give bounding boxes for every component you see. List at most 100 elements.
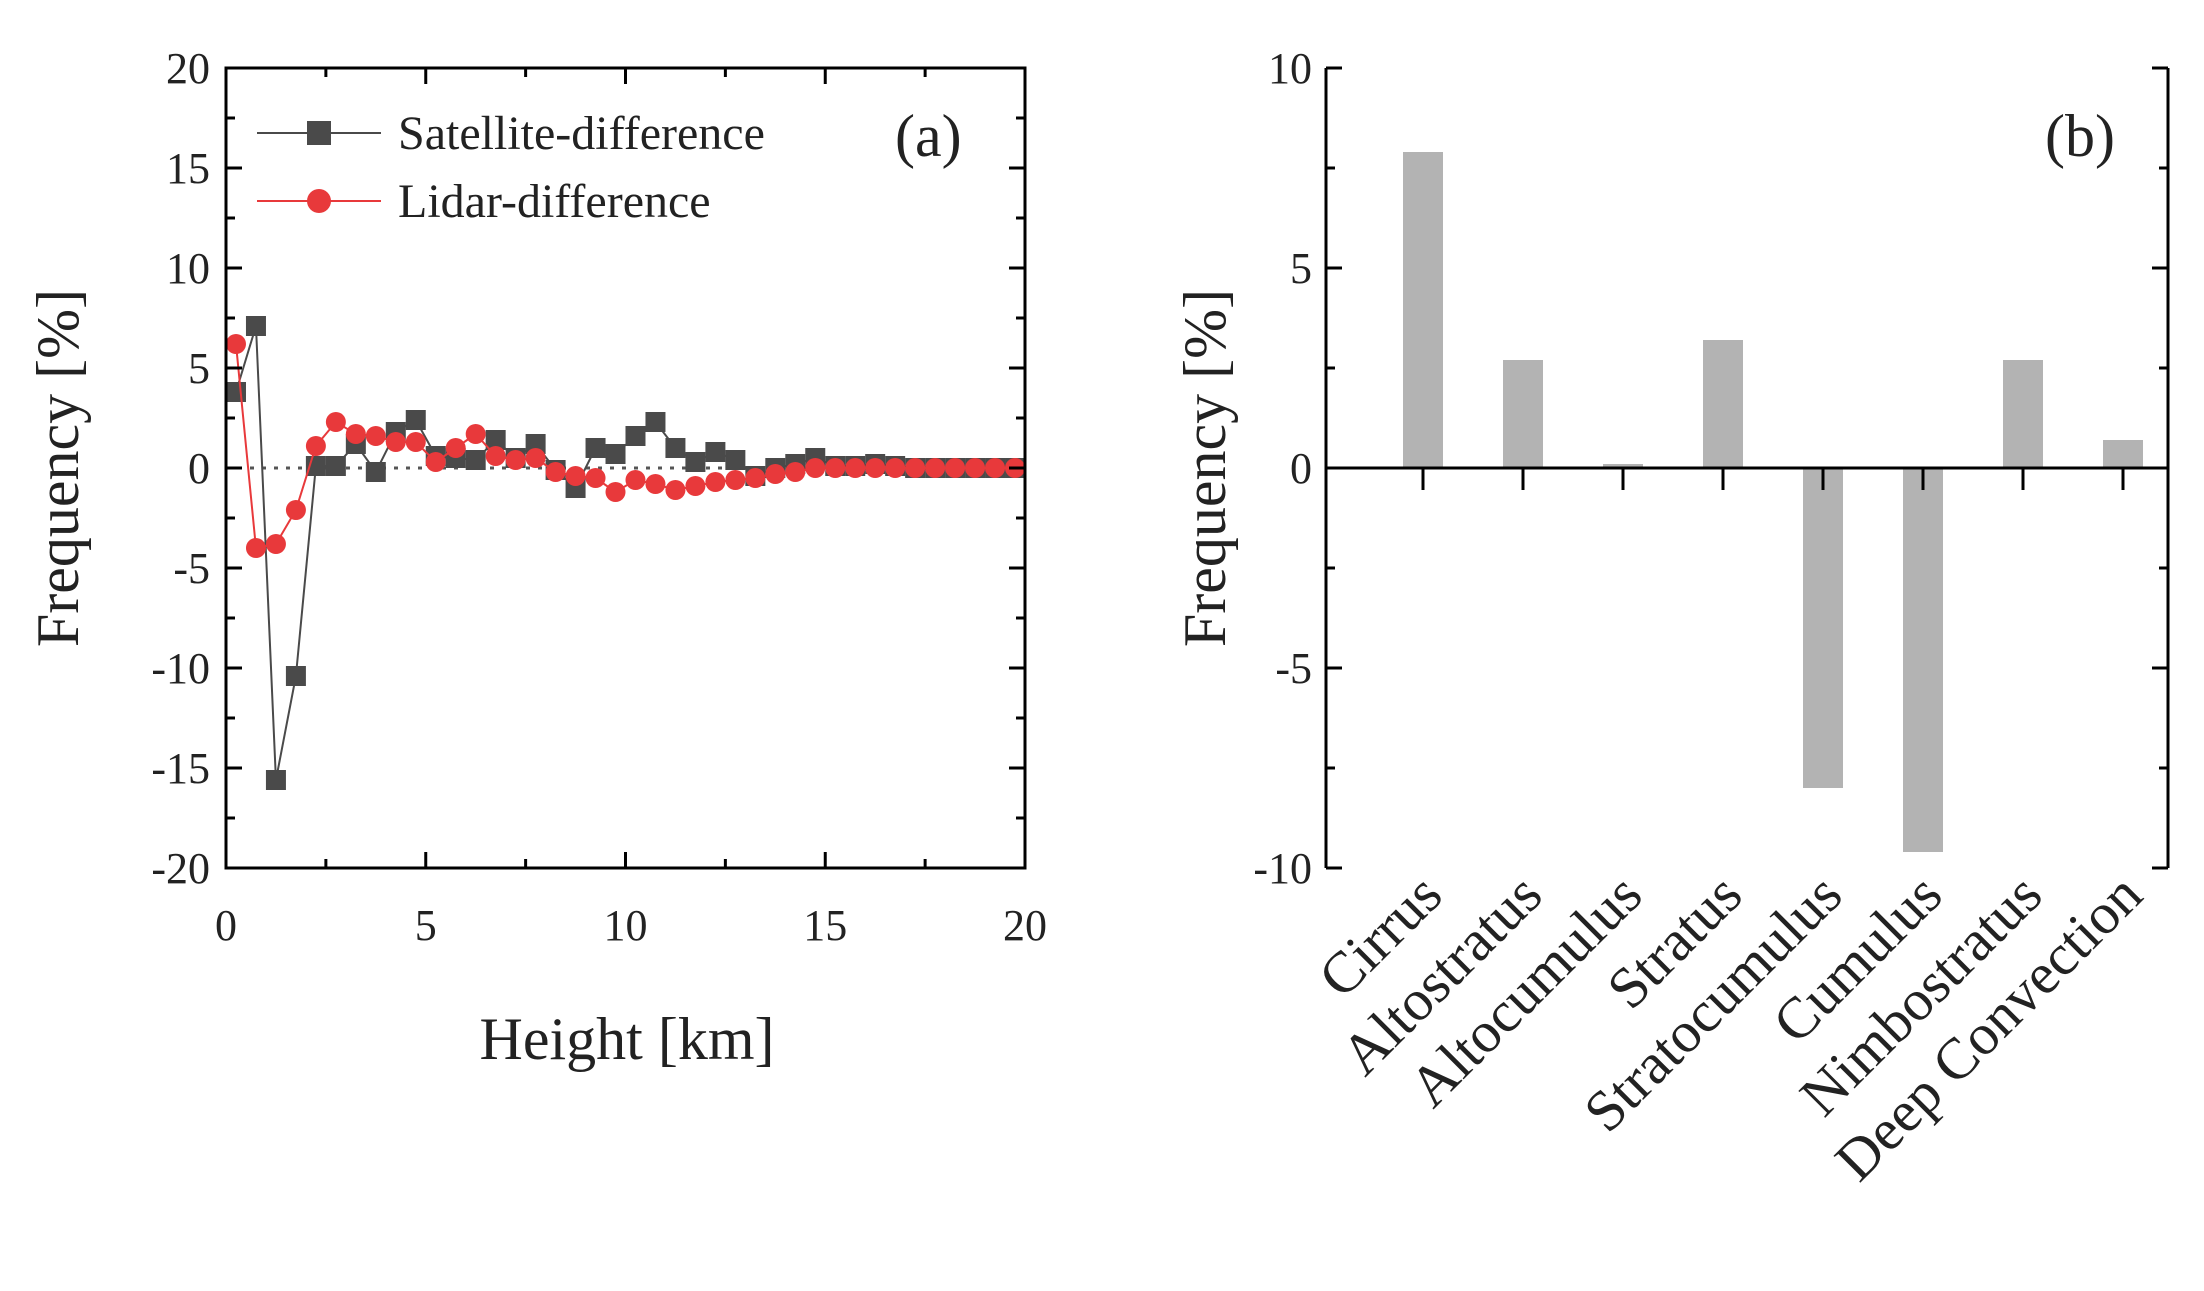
satellite-difference-point: [225, 382, 246, 402]
lidar-difference-point: [745, 468, 766, 488]
lidar-difference-point: [825, 458, 846, 478]
y-tick-label--10: -10: [151, 644, 210, 693]
lidar-difference-point: [885, 458, 906, 478]
lidar-difference-point: [385, 432, 406, 452]
lidar-difference-point: [845, 458, 866, 478]
lidar-difference-point: [305, 436, 326, 456]
satellite-difference-point: [585, 438, 606, 458]
lidar-difference-point: [325, 412, 346, 432]
lidar-difference-point: [265, 534, 286, 554]
satellite-difference-point: [365, 462, 386, 482]
b-y-tick-label-5: 5: [1290, 244, 1312, 293]
lidar-difference-point: [485, 446, 506, 466]
y-tick-label-10: 10: [166, 244, 210, 293]
satellite-difference-point: [285, 666, 306, 686]
satellite-difference-point: [465, 450, 486, 470]
satellite-difference-point: [645, 412, 666, 432]
lidar-difference-point: [505, 450, 526, 470]
panel-a-y-axis-title: Frequency [%]: [25, 289, 91, 647]
lidar-difference-point: [605, 482, 626, 502]
b-y-tick-label-10: 10: [1268, 44, 1312, 93]
lidar-difference-point: [445, 438, 466, 458]
lidar-difference-point: [685, 476, 706, 496]
lidar-difference-point: [405, 432, 426, 452]
lidar-difference-point: [345, 424, 366, 444]
lidar-difference-point: [965, 458, 986, 478]
satellite-difference-point: [525, 434, 546, 454]
satellite-difference-point: [705, 442, 726, 462]
y-tick-label--15: -15: [151, 744, 210, 793]
lidar-difference-point: [985, 458, 1006, 478]
satellite-difference-point: [405, 410, 426, 430]
legend-lidar-label: Lidar-difference: [398, 175, 711, 228]
satellite-difference-point: [625, 426, 646, 446]
satellite-difference-point: [605, 444, 626, 464]
bar-altostratus: [1503, 360, 1543, 468]
y-tick-label-5: 5: [188, 344, 210, 393]
lidar-difference-point: [805, 458, 826, 478]
lidar-difference-point: [905, 458, 926, 478]
lidar-difference-point: [525, 448, 546, 468]
satellite-difference-point: [725, 450, 746, 470]
panel-a-legend: Satellite-difference Lidar-difference: [257, 107, 765, 228]
x-tick-label-20: 20: [1003, 901, 1047, 950]
panel-b-bars: [1403, 152, 2143, 852]
legend-lidar-circle-marker: [307, 189, 331, 213]
satellite-difference-point: [265, 770, 286, 790]
lidar-difference-point: [625, 470, 646, 490]
lidar-difference-point: [365, 426, 386, 446]
legend-satellite-label: Satellite-difference: [398, 107, 765, 160]
bar-stratocumulus: [1803, 468, 1843, 788]
lidar-difference-series: [225, 334, 1026, 558]
lidar-difference-point: [425, 452, 446, 472]
y-tick-label-20: 20: [166, 44, 210, 93]
bar-nimbostratus: [2003, 360, 2043, 468]
satellite-difference-point: [245, 316, 266, 336]
lidar-difference-point: [785, 462, 806, 482]
bar-stratus: [1703, 340, 1743, 468]
x-tick-label-15: 15: [803, 901, 847, 950]
lidar-difference-point: [945, 458, 966, 478]
panel-a-x-ticks: 0 5 10 15 20: [215, 68, 1047, 950]
lidar-difference-point: [665, 480, 686, 500]
y-tick-label--20: -20: [151, 844, 210, 893]
panel-b-label: (b): [2045, 103, 2115, 169]
satellite-difference-point: [325, 456, 346, 476]
x-tick-label-10: 10: [604, 901, 648, 950]
lidar-difference-point: [225, 334, 246, 354]
bar-cirrus: [1403, 152, 1443, 468]
panel-b-bar-chart: -10 -5 0 5 10 CirrusAltostratusAltocumulusSt…: [1172, 44, 2170, 1193]
panel-a-label: (a): [895, 103, 962, 169]
satellite-difference-series: [225, 316, 1026, 790]
b-y-tick-label-0: 0: [1290, 444, 1312, 493]
bar-altocumulus: [1603, 464, 1643, 468]
x-tick-label-5: 5: [415, 901, 437, 950]
satellite-difference-point: [665, 438, 686, 458]
lidar-difference-point: [245, 538, 266, 558]
satellite-difference-point: [485, 430, 506, 450]
y-tick-label-0: 0: [188, 444, 210, 493]
lidar-difference-point: [565, 466, 586, 486]
panel-b-category-ticks: [1421, 468, 2125, 490]
lidar-difference-point: [465, 424, 486, 444]
lidar-difference-point: [865, 458, 886, 478]
lidar-difference-point: [545, 462, 566, 482]
y-tick-label-15: 15: [166, 144, 210, 193]
lidar-difference-point: [645, 474, 666, 494]
legend-satellite-square-marker: [307, 121, 331, 145]
lidar-difference-point: [765, 464, 786, 484]
panel-b-y-axis-title: Frequency [%]: [1172, 289, 1238, 647]
lidar-difference-point: [925, 458, 946, 478]
b-y-tick-label--10: -10: [1253, 844, 1312, 893]
lidar-difference-point: [285, 500, 306, 520]
bar-cumulus: [1903, 468, 1943, 852]
satellite-difference-line: [235, 325, 1016, 781]
b-y-tick-label--5: -5: [1275, 644, 1312, 693]
lidar-difference-point: [725, 470, 746, 490]
panel-a-x-axis-title: Height [km]: [480, 1006, 775, 1072]
panel-a-line-chart: 0 5 10 15 20 -20 -15 -10 -5 0 5 10 15 20 (a) Satelli…: [25, 44, 1047, 1072]
bar-deep-convection: [2103, 440, 2143, 468]
panel-b-category-labels: CirrusAltostratusAltocumulusStratusStrat…: [1306, 861, 2154, 1193]
satellite-difference-point: [685, 452, 706, 472]
